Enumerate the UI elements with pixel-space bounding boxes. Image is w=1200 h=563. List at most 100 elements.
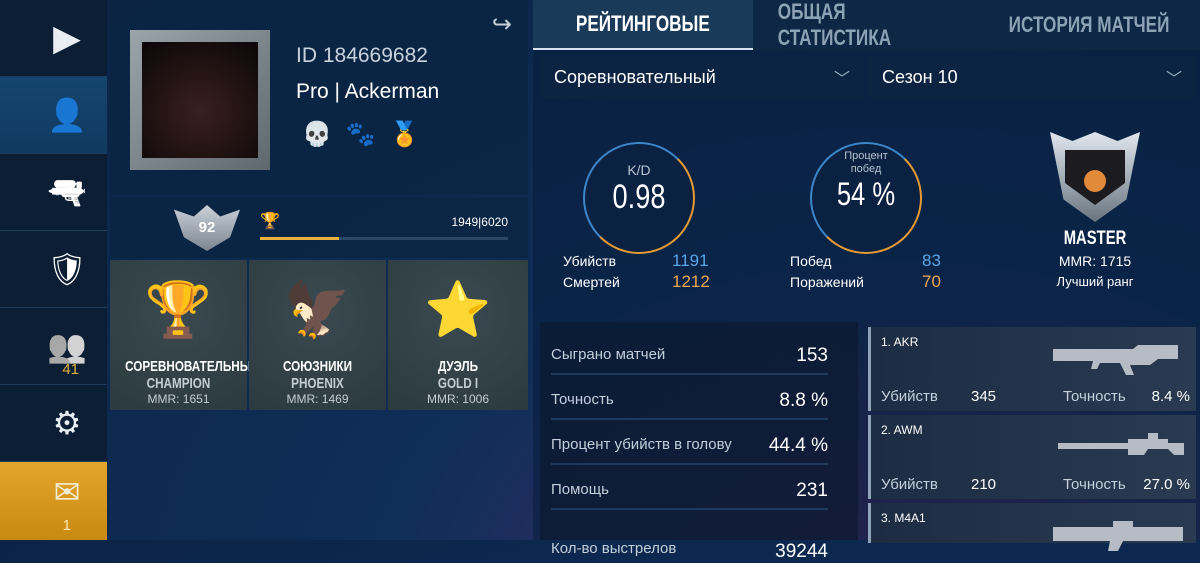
avatar-frame[interactable] [130, 30, 270, 170]
rank-mode: СОРЕВНОВАТЕЛЬНЫЙ [125, 358, 260, 375]
weapon-kills-label: Убийств [881, 476, 938, 493]
stat-label: Процент убийств в голову [551, 436, 732, 453]
sidebar-item-mail[interactable]: ✉ 1 [0, 462, 107, 540]
weapon-name: 2. AWM [881, 423, 923, 437]
friends-count: 41 [62, 361, 79, 378]
kd-circle: K/D 0.98 [583, 142, 695, 254]
play-icon: ▶ [53, 17, 81, 58]
winrate-value: 54 % [836, 176, 896, 212]
tab-ranked[interactable]: РЕЙТИНГОВЫЕ [533, 0, 753, 50]
mode-dropdown[interactable]: Соревновательный ﹀ [540, 56, 864, 98]
trophy-icon: 🏆 [260, 213, 280, 230]
mail-count: 1 [62, 517, 71, 534]
wins-label: Побед [790, 253, 832, 269]
kd-value: 0.98 [612, 178, 666, 216]
weapon-kills: 210 [971, 476, 997, 493]
sidebar-item-profile[interactable]: 👤 [0, 77, 107, 154]
master-emblem-globe [1084, 170, 1106, 192]
weapon-card[interactable]: 1. AKR Убийств 345 Точность 8.4 % [868, 327, 1196, 411]
losses-label: Поражений [790, 274, 864, 290]
sniper-rifle-icon [1048, 423, 1188, 461]
kd-label: K/D [627, 162, 651, 178]
kills-label: Убийств [563, 253, 617, 269]
friends-icon: 👥 [47, 328, 87, 364]
rank-mode: СОЮЗНИКИ [282, 358, 353, 375]
stat-row: Помощь 231 [551, 465, 828, 510]
rank-card-allies[interactable]: 🦅 СОЮЗНИКИ PHOENIX MMR: 1469 [249, 260, 386, 410]
share-icon[interactable]: ↪ [491, 11, 512, 38]
rank-card-duel[interactable]: ⭐ ДУЭЛЬ GOLD I MMR: 1006 [388, 260, 528, 410]
stat-row: Сыграно матчей 153 [551, 330, 828, 375]
sidebar-item-clan[interactable]: 🛡 [0, 231, 107, 308]
weapon-name: 3. M4A1 [881, 511, 926, 525]
rank-mmr: MMR: 1006 [426, 392, 490, 406]
best-rank-label: Лучший ранг [1056, 274, 1134, 289]
sidebar-item-settings[interactable]: ⚙ [0, 385, 107, 462]
stat-label: Сыграно матчей [551, 346, 666, 363]
stat-label: Кол-во выстрелов [551, 540, 677, 557]
rank-mode: ДУЭЛЬ [437, 358, 479, 375]
tab-label: ИСТОРИЯ МАТЧЕЙ [1008, 12, 1170, 37]
weapon-name: 1. AKR [881, 335, 919, 349]
achievement-badges: 💀 🐾 🏅 [302, 120, 420, 149]
rifle-icon [1048, 511, 1188, 551]
player-level: 92 [198, 219, 216, 236]
stat-value: 153 [796, 345, 828, 366]
level-bar: 92 🏆 1949|6020 [110, 197, 528, 258]
skull-badge-icon[interactable]: 💀 [302, 121, 332, 148]
rank-name: PHOENIX [291, 375, 344, 392]
tab-general-stats[interactable]: ОБЩАЯ СТАТИСТИКА [753, 0, 978, 50]
deaths-value: 1212 [672, 272, 710, 291]
sidebar-item-friends[interactable]: 👥 41 [0, 308, 107, 385]
best-rank-mmr: MMR: 1715 [1058, 253, 1132, 269]
weapon-kills-label: Убийств [881, 388, 938, 405]
winrate-label: Процент побед [844, 150, 888, 175]
best-rank-name: MASTER [1063, 228, 1127, 249]
player-name: Pro | Ackerman [296, 80, 440, 103]
stat-label: Помощь [551, 481, 609, 498]
chevron-down-icon: ﹀ [1165, 71, 1182, 88]
weapon-accuracy: 8.4 % [1151, 388, 1190, 405]
user-icon: 👤 [47, 97, 87, 133]
rank-name: CHAMPION [146, 375, 211, 392]
sidebar-item-weapons[interactable]: 🔫 [0, 154, 107, 231]
weapon-accuracy-label: Точность [1063, 388, 1126, 405]
tab-bar: РЕЙТИНГОВЫЕ ОБЩАЯ СТАТИСТИКА ИСТОРИЯ МАТ… [533, 0, 1200, 50]
avatar [142, 42, 258, 158]
weapon-card[interactable]: 3. M4A1 [868, 503, 1196, 551]
stat-value: 8.8 % [779, 390, 828, 411]
player-id: ID 184669682 [296, 44, 428, 67]
medal-badge-icon[interactable]: 🏅 [389, 121, 420, 148]
weapon-kills: 345 [971, 388, 997, 405]
rifle-icon [1048, 335, 1188, 375]
stat-row: Точность 8.8 % [551, 375, 828, 420]
kills-value: 1191 [672, 251, 709, 270]
profile-header: ID 184669682 Pro | Ackerman 💀 🐾 🏅 ↪ [110, 0, 528, 195]
tab-label: ОБЩАЯ СТАТИСТИКА [777, 0, 892, 50]
mode-value: Соревновательный [554, 66, 716, 87]
chevron-down-icon: ﹀ [833, 71, 850, 88]
losses-value: 70 [922, 272, 941, 291]
season-dropdown[interactable]: Сезон 10 ﹀ [868, 56, 1196, 98]
winrate-circle: Процент побед 54 % [810, 142, 922, 254]
wins-value: 83 [922, 251, 941, 270]
rank-card-competitive[interactable]: 🏆 СОРЕВНОВАТЕЛЬНЫЙ CHAMPION MMR: 1651 [110, 260, 260, 410]
tab-match-history[interactable]: ИСТОРИЯ МАТЧЕЙ [978, 0, 1200, 50]
sidebar-item-play[interactable]: ▶ [0, 0, 107, 77]
stat-value: 231 [796, 480, 828, 501]
paw-badge-icon[interactable]: 🐾 [345, 121, 376, 148]
shield-icon: 🛡 [46, 251, 88, 287]
rank-mmr: MMR: 1469 [286, 392, 349, 406]
xp-progress-fill [260, 237, 340, 240]
weapon-accuracy-label: Точность [1063, 476, 1126, 493]
stat-row: Кол-во выстрелов 39244 [551, 510, 828, 562]
weapon-card[interactable]: 2. AWM Убийств 210 Точность 27.0 % [868, 415, 1196, 499]
stats-list [540, 322, 858, 540]
weapon-accuracy: 27.0 % [1143, 476, 1190, 493]
xp-text: 1949|6020 [451, 215, 508, 229]
deaths-label: Смертей [563, 274, 620, 290]
phoenix-emblem-icon: 🦅 [283, 280, 352, 340]
gear-icon: ⚙ [52, 405, 82, 441]
rank-mmr: MMR: 1651 [147, 392, 210, 406]
pistol-icon: 🔫 [47, 174, 87, 210]
